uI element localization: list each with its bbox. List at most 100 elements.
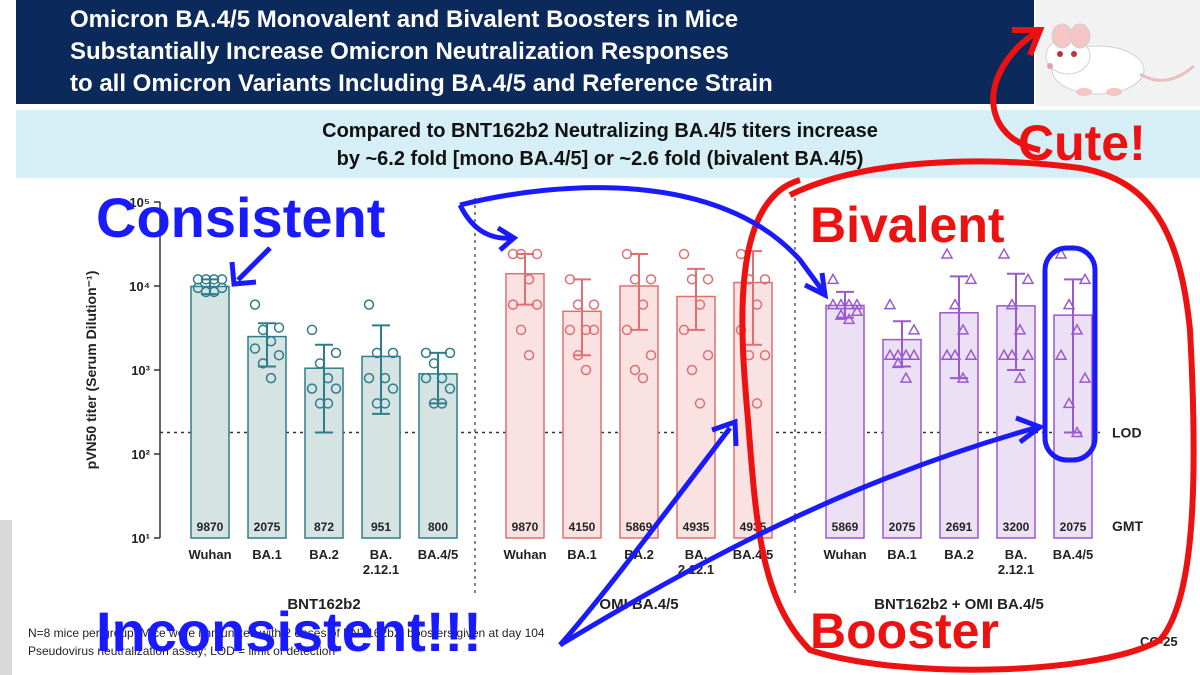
subtitle-line-2: by ~6.2 fold [mono BA.4/5] or ~2.6 fold … [336, 148, 864, 170]
data-point [686, 364, 698, 376]
bar [190, 285, 230, 539]
data-point [515, 324, 527, 336]
data-point [257, 324, 269, 336]
data-point [330, 383, 342, 394]
category-label: BA. [370, 547, 392, 562]
data-point [629, 364, 641, 376]
title-line-3: to all Omicron Variants Including BA.4/5… [70, 70, 773, 97]
gmt-value: 800 [428, 520, 448, 534]
data-point [637, 372, 649, 384]
data-point [436, 398, 448, 409]
data-point [322, 372, 334, 384]
category-label: BA.2 [309, 547, 339, 562]
data-point [883, 298, 897, 310]
data-point [588, 299, 600, 310]
data-point [428, 358, 440, 369]
gmt-value: 4935 [683, 520, 710, 534]
data-point [314, 358, 326, 369]
y-tick-label: 10⁵ [129, 195, 150, 210]
gmt-value: 5869 [626, 520, 653, 534]
annotation-cute: Cute! [1018, 115, 1146, 171]
data-point [379, 398, 391, 409]
data-point [306, 383, 318, 394]
annotation-consistent: Consistent [96, 186, 386, 249]
data-point [735, 248, 747, 260]
data-point [1054, 247, 1068, 259]
lod-label: LOD [1112, 425, 1142, 441]
category-label: 2.12.1 [363, 562, 399, 577]
bar [825, 304, 865, 539]
gmt-value: 2075 [889, 520, 916, 534]
window-edge [0, 520, 12, 675]
data-point [444, 383, 456, 394]
data-point [1021, 272, 1035, 285]
data-point [208, 286, 220, 298]
data-point [702, 349, 714, 361]
gmt-value: 2075 [254, 520, 281, 534]
mouse-icon [1036, 0, 1200, 106]
data-point [436, 372, 448, 384]
category-label: Wuhan [503, 547, 546, 562]
data-point [249, 299, 261, 310]
data-point [208, 274, 220, 285]
group-label: BNT162b2 [287, 596, 360, 613]
gmt-value: 2691 [946, 520, 973, 534]
category-label: BA. [1005, 547, 1027, 562]
category-label: Wuhan [188, 547, 231, 562]
data-point [265, 372, 277, 384]
category-label: BA.1 [567, 547, 597, 562]
category-label: BA.2 [624, 547, 654, 562]
data-point [702, 274, 714, 285]
annotation-inconsistent: Inconsistent!!! [96, 600, 482, 663]
group-label: OMI BA.4/5 [599, 596, 678, 613]
data-point [580, 364, 592, 376]
bar [882, 338, 922, 539]
mouse-photo [1036, 0, 1200, 106]
category-label: 2.12.1 [998, 562, 1034, 577]
data-point [387, 347, 399, 359]
data-point [371, 347, 383, 359]
category-label: BA.2 [944, 547, 974, 562]
data-point [314, 398, 326, 409]
footnote-line-2: Pseudovirus neutralization assay; LOD = … [28, 644, 336, 658]
data-point [200, 274, 212, 285]
data-point [564, 324, 576, 336]
data-point [645, 274, 657, 285]
subtitle-line-1: Compared to BNT162b2 Neutralizing BA.4/5… [322, 120, 878, 142]
annotation-booster: Booster [810, 603, 999, 659]
category-label: BA.1 [252, 547, 282, 562]
data-point [694, 398, 706, 409]
data-point [322, 398, 334, 409]
data-point [826, 272, 840, 285]
data-point [572, 299, 584, 310]
category-label: Wuhan [823, 547, 866, 562]
gmt-value: 5869 [832, 520, 859, 534]
data-point [523, 349, 535, 361]
title-banner: Omicron BA.4/5 Monovalent and Bivalent B… [16, 0, 1034, 104]
data-point [580, 324, 592, 336]
title-line-2: Substantially Increase Omicron Neutraliz… [70, 38, 729, 65]
data-point [678, 324, 690, 336]
data-point [257, 358, 269, 369]
category-label: BA.1 [887, 547, 917, 562]
gmt-value: 2075 [1060, 520, 1087, 534]
data-point [363, 299, 375, 310]
data-point [306, 324, 318, 336]
data-point [694, 299, 706, 310]
y-tick-label: 10³ [131, 363, 150, 378]
data-point [273, 349, 285, 361]
category-label: BA.4/5 [733, 547, 773, 562]
data-point [420, 372, 432, 384]
data-point [507, 299, 519, 310]
annotation-bivalent: Bivalent [810, 197, 1005, 253]
slide-number: CC-25 [1140, 634, 1178, 649]
data-point [200, 286, 212, 298]
data-point [192, 282, 204, 294]
data-point [907, 323, 921, 335]
category-label: 2.12.1 [678, 562, 714, 577]
y-tick-label: 10¹ [131, 531, 150, 546]
gmt-value: 9870 [197, 520, 224, 534]
gmt-value: 4935 [740, 520, 767, 534]
